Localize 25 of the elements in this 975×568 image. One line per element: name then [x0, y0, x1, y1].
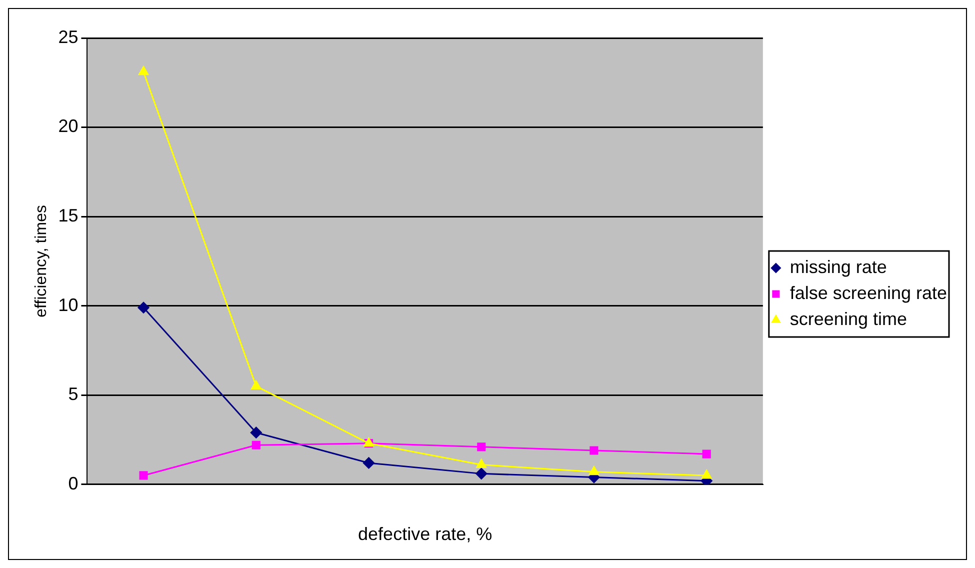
point — [476, 468, 488, 480]
point — [702, 470, 712, 479]
point — [139, 471, 148, 480]
x-axis-title: defective rate, % — [358, 524, 492, 544]
y-tick-label: 0 — [68, 473, 78, 494]
point — [251, 380, 262, 390]
point — [702, 450, 711, 458]
legend-label: missing rate — [790, 256, 887, 277]
y-tick-label: 25 — [58, 26, 78, 47]
legend-label: false screening rate — [790, 282, 948, 303]
point — [477, 442, 486, 452]
point — [250, 426, 262, 438]
legend-label: screening time — [790, 308, 907, 329]
point — [476, 459, 486, 468]
point — [138, 66, 149, 76]
y-tick-label: 10 — [58, 294, 78, 315]
point — [588, 466, 600, 476]
y-tick-label: 20 — [58, 116, 78, 136]
point — [590, 446, 598, 455]
y-tick-label: 15 — [58, 206, 78, 226]
point — [252, 440, 260, 450]
y-tick-label: 5 — [68, 384, 78, 404]
point — [363, 457, 375, 469]
y-axis-title: efficiency, times — [33, 205, 50, 318]
point — [138, 302, 150, 314]
